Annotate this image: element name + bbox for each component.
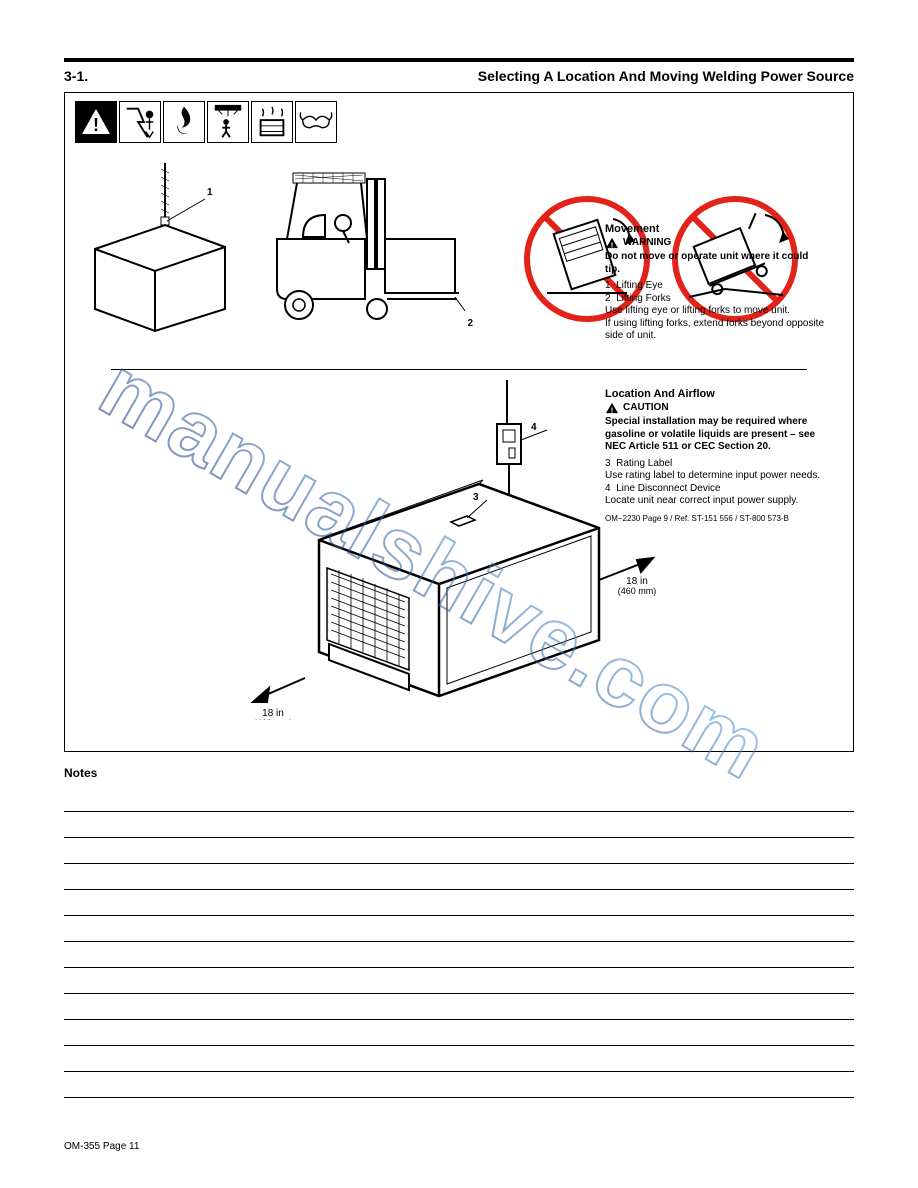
shock-hazard-icon bbox=[119, 101, 161, 143]
falling-hazard-icon bbox=[207, 101, 249, 143]
svg-text:!: ! bbox=[611, 240, 614, 249]
svg-text:!: ! bbox=[611, 405, 614, 414]
callout-4: 4 bbox=[531, 422, 537, 433]
note-line bbox=[64, 838, 854, 864]
fire-hazard-icon bbox=[163, 101, 205, 143]
rating-text: Use rating label to determine input powe… bbox=[605, 470, 825, 483]
lower-caption: Location And Airflow ! CAUTION Special i… bbox=[605, 384, 825, 524]
note-line bbox=[64, 890, 854, 916]
upper-row: 1 bbox=[75, 159, 843, 359]
upper-warning-title: WARNING bbox=[623, 237, 671, 250]
lower-wrap: 18 in (460 mm) 18 in (460 mm) 3 4 Locati… bbox=[75, 380, 843, 720]
section-number: 3-1. bbox=[64, 68, 88, 84]
note-line bbox=[64, 968, 854, 994]
hazard-icon-strip: ! bbox=[75, 101, 843, 143]
svg-text:(460 mm): (460 mm) bbox=[618, 586, 657, 596]
note-line bbox=[64, 786, 854, 812]
upper-warning-body: Do not move or operate unit where it cou… bbox=[605, 251, 825, 276]
warning-icon: ! bbox=[75, 101, 117, 143]
svg-text:(460 mm): (460 mm) bbox=[254, 718, 293, 720]
note-line bbox=[64, 942, 854, 968]
note-line bbox=[64, 1072, 854, 1098]
page-footer: OM-355 Page 11 bbox=[64, 1141, 854, 1152]
note-line bbox=[64, 1020, 854, 1046]
note-line bbox=[64, 812, 854, 838]
eye-protection-icon bbox=[295, 101, 337, 143]
movement-title: Movement bbox=[605, 223, 825, 237]
top-rule bbox=[64, 58, 854, 62]
ref-text: OM−2230 Page 9 / Ref. ST-151 556 / ST-80… bbox=[605, 514, 825, 524]
divider bbox=[111, 369, 807, 370]
location-title: Location And Airflow bbox=[605, 388, 825, 402]
note-line bbox=[64, 916, 854, 942]
callout-2: 2 bbox=[467, 318, 473, 329]
svg-text:!: ! bbox=[93, 115, 99, 135]
upper-caption: Movement ! WARNING Do not move or operat… bbox=[605, 219, 825, 343]
note-line bbox=[64, 994, 854, 1020]
section-title: Selecting A Location And Moving Welding … bbox=[478, 68, 854, 84]
notes-heading: Notes bbox=[64, 766, 854, 780]
forklift: 2 bbox=[247, 159, 467, 359]
disconnect-text: Locate unit near correct input power sup… bbox=[605, 495, 825, 508]
footer-left: OM-355 Page 11 bbox=[64, 1141, 139, 1152]
note-line bbox=[64, 864, 854, 890]
fork-text: If using lifting forks, extend forks bey… bbox=[605, 318, 825, 343]
crate-lifting-eye: 1 bbox=[75, 159, 235, 359]
hot-surface-icon bbox=[251, 101, 293, 143]
notes-lines bbox=[64, 786, 854, 1098]
lower-warning-title: CAUTION bbox=[623, 402, 669, 415]
callout-3: 3 bbox=[473, 492, 479, 503]
callout-1: 1 bbox=[207, 187, 213, 198]
special-install: Special installation may be required whe… bbox=[605, 416, 825, 454]
content-box: ! bbox=[64, 92, 854, 752]
page: 3-1. Selecting A Location And Moving Wel… bbox=[0, 0, 918, 1188]
header-row: 3-1. Selecting A Location And Moving Wel… bbox=[64, 68, 854, 84]
lift-text: Use lifting eye or lifting forks to move… bbox=[605, 305, 825, 318]
note-line bbox=[64, 1046, 854, 1072]
